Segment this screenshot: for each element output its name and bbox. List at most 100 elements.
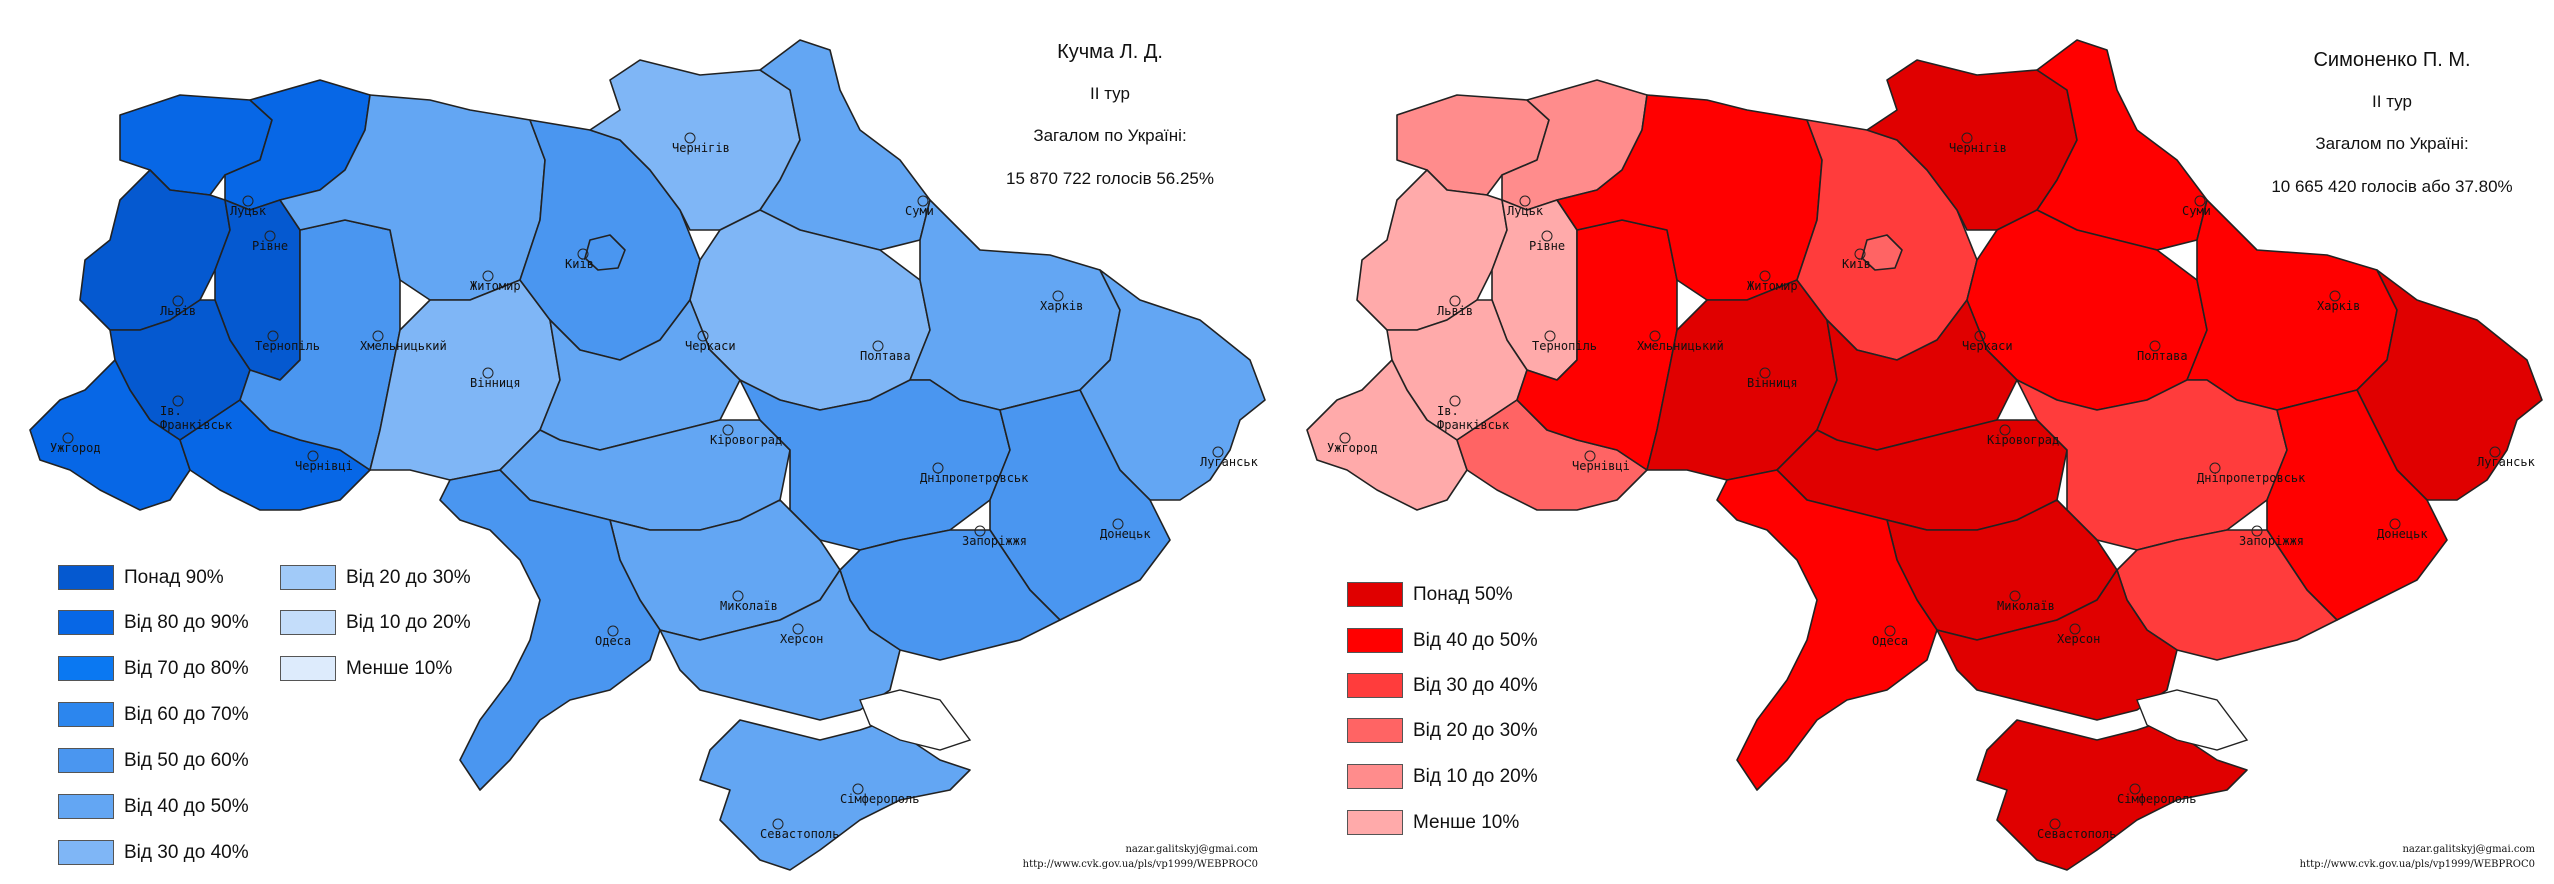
legend-item: Від 30 до 40% <box>58 840 249 865</box>
city-marker <box>267 330 279 342</box>
legend-swatch <box>58 565 114 590</box>
legend-swatch <box>58 702 114 727</box>
legend-item: Від 30 до 40% <box>1347 673 1538 698</box>
city-marker <box>2329 290 2341 302</box>
city-label: Кіровоград <box>710 433 782 447</box>
city-label: Луганськ <box>1200 455 1259 469</box>
city-label: Сімферополь <box>2117 792 2196 806</box>
legend-item: Від 40 до 50% <box>1347 628 1538 653</box>
city-marker <box>1584 450 1596 462</box>
legend-label: Менше 10% <box>1413 811 1520 833</box>
city-label: Харків <box>2317 299 2360 313</box>
city-label: Херсон <box>2057 632 2100 646</box>
city-marker <box>1974 330 1986 342</box>
city-marker <box>1961 132 1973 144</box>
legend-swatch <box>58 794 114 819</box>
city-marker <box>1884 625 1896 637</box>
legend-label: Від 60 до 70% <box>124 703 249 725</box>
legend-item: Від 60 до 70% <box>58 702 249 727</box>
legend-label: Понад 90% <box>124 566 224 588</box>
city-label: Ужгород <box>50 441 101 455</box>
region-odesa <box>439 469 661 791</box>
region-kherson <box>659 569 901 721</box>
round-label: II тур <box>1090 84 1130 103</box>
city-label: Луцьк <box>230 204 267 218</box>
city-label: Севастополь <box>2037 827 2116 841</box>
city-label: Чернігів <box>672 141 730 155</box>
region-sumy <box>2036 39 2208 251</box>
source-credit: nazar.galitskyj@gmai.com http://www.cvk.… <box>2137 843 2535 872</box>
symonenko-map-panel: Луцьк Рівне Львів Тернопіль Хмельницький Жито… <box>1277 0 2554 884</box>
city-marker <box>1759 367 1771 379</box>
city-label: Тернопіль <box>255 339 320 353</box>
city-label: Полтава <box>2137 349 2188 363</box>
region-dnipro <box>2016 379 2288 551</box>
city-label: Харків <box>1040 299 1083 313</box>
city-label: Суми <box>2182 204 2211 218</box>
legend-item: Від 20 до 30% <box>1347 718 1538 743</box>
city-marker <box>2251 525 2263 537</box>
city-marker <box>684 132 696 144</box>
city-marker <box>2009 590 2021 602</box>
city-marker <box>62 432 74 444</box>
city-marker <box>732 590 744 602</box>
city-label: Кіровоград <box>1987 433 2059 447</box>
city-marker <box>1212 446 1224 458</box>
city-label: Хмельницький <box>1637 339 1724 353</box>
city-marker <box>697 330 709 342</box>
city-marker <box>1999 424 2011 436</box>
legend-label: Від 40 до 50% <box>1413 629 1538 651</box>
city-label: Житомир <box>470 279 521 293</box>
kuchma-info: Кучма Л. Д. II тур Загалом по Україні: 1… <box>960 40 1260 211</box>
city-marker <box>1449 395 1461 407</box>
total-value: 15 870 722 голосів 56.25% <box>1006 168 1214 188</box>
city-label: Черкаси <box>685 339 736 353</box>
legend-swatch <box>58 656 114 681</box>
legend-swatch <box>1347 628 1403 653</box>
city-marker <box>1052 290 1064 302</box>
city-label: Львів <box>1437 304 1473 318</box>
kuchma-map-panel: Луцьк Рівне Львів Тернопіль Хмельницький Жито… <box>29 39 1266 871</box>
legend-swatch <box>280 656 336 681</box>
city-marker <box>242 195 254 207</box>
city-label: Ів. <box>160 404 182 418</box>
legend-label: Понад 50% <box>1413 583 1513 605</box>
legend-item: Від 40 до 50% <box>58 794 249 819</box>
city-label: Одеса <box>1872 634 1908 648</box>
city-label: Полтава <box>860 349 911 363</box>
city-marker <box>722 424 734 436</box>
city-marker <box>917 195 929 207</box>
city-label: Херсон <box>780 632 823 646</box>
city-marker <box>607 625 619 637</box>
city-marker <box>792 623 804 635</box>
city-marker <box>577 248 589 260</box>
total-value: 10 665 420 голосів або 37.80% <box>2271 176 2513 196</box>
city-marker <box>2209 462 2221 474</box>
round-label: II тур <box>2372 92 2412 111</box>
region-donetsk <box>989 389 1171 621</box>
city-marker <box>1449 295 1461 307</box>
city-marker <box>872 340 884 352</box>
city-label: Чернівці <box>1572 459 1630 473</box>
city-label: Ужгород <box>1327 441 1378 455</box>
legend-label: Від 80 до 90% <box>124 611 249 633</box>
legend-item: Від 50 до 60% <box>58 748 249 773</box>
city-label: Рівне <box>252 239 288 253</box>
city-marker <box>852 783 864 795</box>
legend-item: Менше 10% <box>1347 810 1519 835</box>
legend-swatch <box>1347 673 1403 698</box>
city-label: Запоріжжя <box>962 534 1027 548</box>
city-marker <box>1541 230 1553 242</box>
city-marker <box>2049 818 2061 830</box>
legend-label: Менше 10% <box>346 657 453 679</box>
candidate-name: Кучма Л. Д. <box>1057 41 1163 63</box>
legend-item: Понад 90% <box>58 565 224 590</box>
region-kherson <box>1936 569 2178 721</box>
legend-item: Понад 50% <box>1347 582 1513 607</box>
city-label: Чернігів <box>1949 141 2007 155</box>
city-label: Чернівці <box>295 459 353 473</box>
city-marker <box>2194 195 2206 207</box>
legend-item: Від 80 до 90% <box>58 610 249 635</box>
legend-swatch <box>1347 582 1403 607</box>
total-label: Загалом по Україні: <box>1033 126 1187 146</box>
